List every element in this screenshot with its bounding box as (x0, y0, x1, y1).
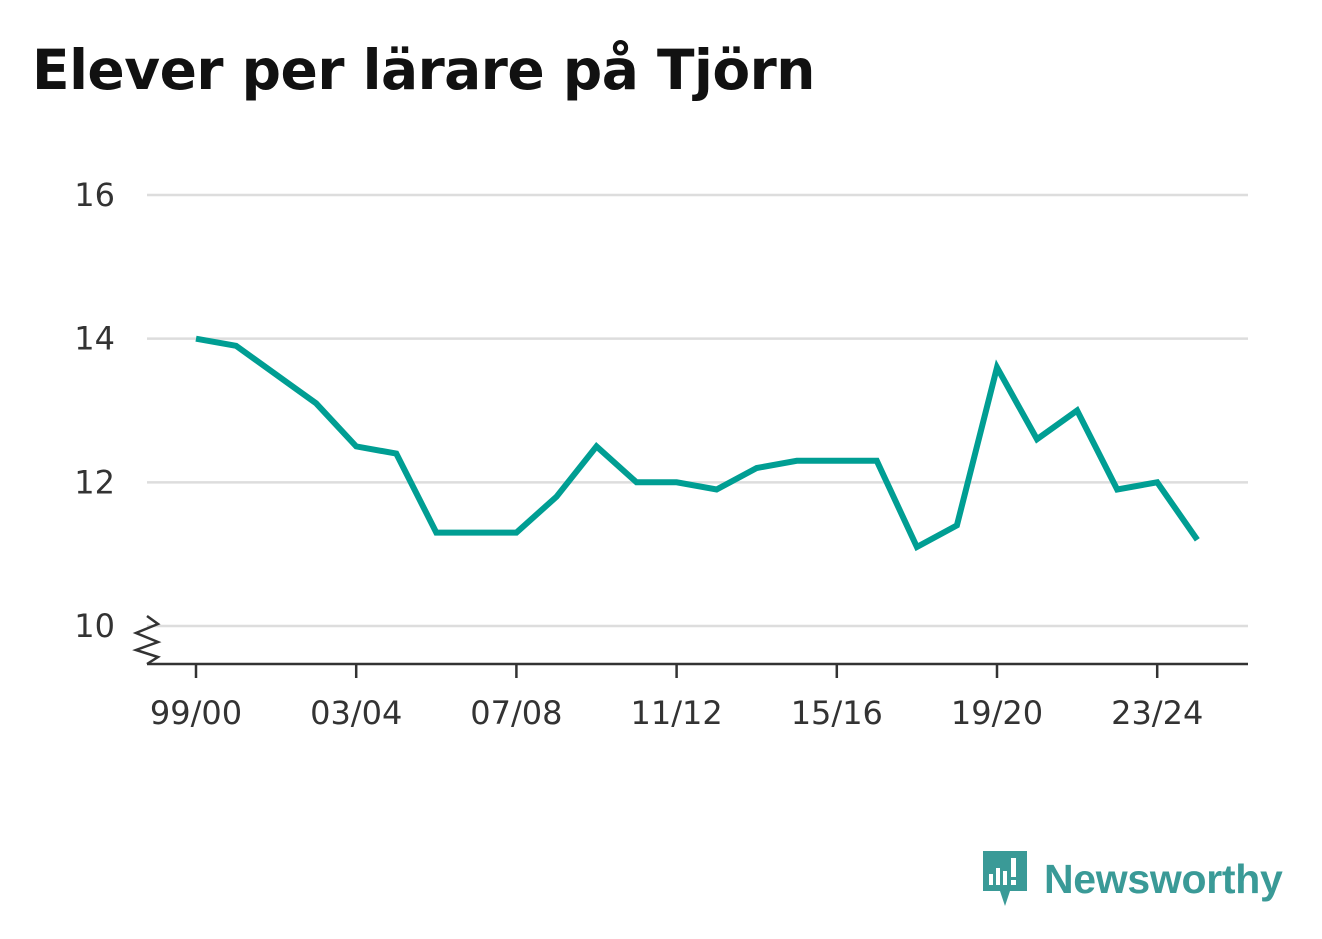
x-tick-label: 19/20 (951, 694, 1043, 732)
brand-logo: Newsworthy (980, 848, 1283, 910)
series-layer (195, 335, 1200, 552)
y-tick-label: 10 (74, 607, 115, 645)
y-axis-ticks: 10 12 14 16 (74, 176, 115, 645)
x-tick-label: 15/16 (791, 694, 883, 732)
x-axis-ticks: 99/00 03/04 07/08 11/12 15/16 19/20 23/24 (150, 664, 1203, 732)
axis-break-mark (132, 614, 162, 666)
x-tick-label: 23/24 (1111, 694, 1203, 732)
chart-title: Elever per lärare på Tjörn (32, 38, 815, 102)
x-tick-label: 03/04 (310, 694, 402, 732)
x-axis (132, 614, 1248, 666)
grid-lines (147, 193, 1248, 628)
series-line (195, 335, 1200, 552)
newsworthy-logo-icon (983, 851, 1027, 906)
x-tick-label: 99/00 (150, 694, 242, 732)
y-tick-label: 12 (74, 463, 115, 501)
x-tick-label: 07/08 (470, 694, 562, 732)
y-tick-label: 14 (74, 320, 115, 358)
brand-name: Newsworthy (1044, 855, 1283, 902)
y-tick-label: 16 (74, 176, 115, 214)
x-tick-label: 11/12 (630, 694, 722, 732)
